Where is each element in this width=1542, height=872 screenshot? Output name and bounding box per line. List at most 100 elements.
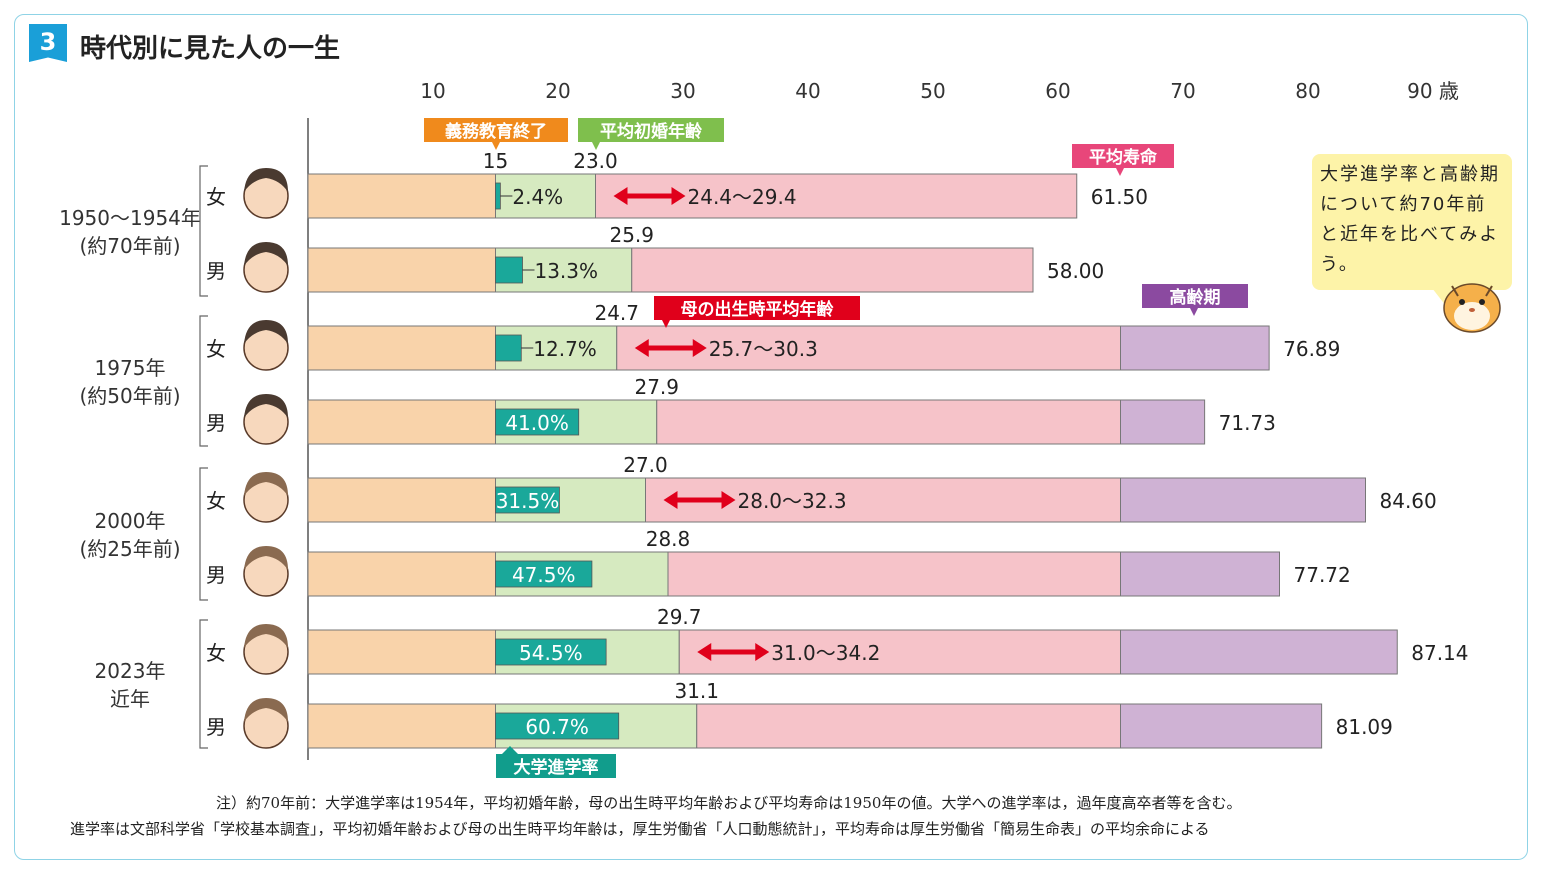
callout-marriage-label: 平均初婚年齢 bbox=[600, 121, 703, 142]
group-label: 2000年 bbox=[95, 509, 166, 533]
compulsory-age-label: 15 bbox=[483, 149, 508, 173]
callout-life-label: 平均寿命 bbox=[1089, 147, 1158, 168]
life-expectancy-label: 87.14 bbox=[1411, 641, 1468, 665]
footnote-2: 進学率は文部科学省「学校基本調査」，平均初婚年齢および母の出生時平均年齢は，厚生… bbox=[70, 820, 1210, 838]
bar-segment-adult bbox=[631, 247, 1034, 293]
group-label: 2023年 bbox=[95, 659, 166, 683]
hair-icon bbox=[244, 472, 288, 496]
mother-age-label: 28.0〜32.3 bbox=[738, 489, 847, 513]
footnote-1: 注）約70年前：大学進学率は1954年，平均初婚年齢，母の出生時平均年齢および平… bbox=[216, 794, 1242, 812]
group-bracket bbox=[199, 315, 208, 447]
hair-icon bbox=[244, 546, 288, 570]
life-expectancy-label: 77.72 bbox=[1294, 563, 1351, 587]
bar-segment-childhood bbox=[307, 173, 496, 219]
callout-compulsory-label: 義務教育終了 bbox=[445, 121, 547, 142]
mother-age-label: 25.7〜30.3 bbox=[709, 337, 818, 361]
life-expectancy-label: 84.60 bbox=[1380, 489, 1437, 513]
mother-age-arrowhead-left bbox=[697, 643, 712, 661]
mother-age-arrowhead-left bbox=[613, 187, 628, 205]
college-rate-bar bbox=[495, 486, 560, 514]
life-expectancy-label: 58.00 bbox=[1047, 259, 1104, 283]
life-expectancy-label: 71.73 bbox=[1219, 411, 1276, 435]
callout-senior-box bbox=[1142, 284, 1248, 308]
chart-title: 時代別に見た人の一生 bbox=[80, 34, 341, 64]
college-rate-bar bbox=[495, 712, 620, 740]
college-rate-label: 41.0% bbox=[505, 411, 569, 435]
mother-age-arrowhead-right bbox=[755, 643, 770, 661]
x-tick-label: 50 bbox=[920, 79, 945, 103]
marriage-age-label: 31.1 bbox=[674, 679, 719, 703]
callout-compulsory-pointer bbox=[492, 142, 500, 150]
mother-age-label: 24.4〜29.4 bbox=[688, 185, 797, 209]
callout-marriage-box bbox=[578, 118, 724, 142]
college-rate-bar bbox=[495, 638, 607, 666]
mother-age-arrowhead-left bbox=[663, 491, 678, 509]
marriage-age-label: 23.0 bbox=[573, 149, 618, 173]
mother-age-arrowhead-right bbox=[721, 491, 736, 509]
group-sublabel: (約70年前) bbox=[79, 234, 180, 258]
mother-age-arrowhead-left bbox=[634, 339, 649, 357]
college-rate-label: 54.5% bbox=[519, 641, 583, 665]
hair-icon bbox=[244, 698, 288, 722]
bar-segment-childhood bbox=[307, 551, 496, 597]
hair-icon bbox=[244, 624, 288, 648]
life-expectancy-label: 76.89 bbox=[1283, 337, 1340, 361]
marriage-age-label: 28.8 bbox=[646, 527, 691, 551]
marriage-age-label: 27.9 bbox=[634, 375, 679, 399]
hair-icon bbox=[244, 242, 288, 266]
sex-label: 男 bbox=[206, 411, 226, 435]
bar-segment-childhood bbox=[307, 477, 496, 523]
hair-icon bbox=[244, 320, 288, 344]
x-tick-label: 70 bbox=[1170, 79, 1195, 103]
callout-life-box bbox=[1072, 144, 1174, 168]
sex-label: 男 bbox=[206, 715, 226, 739]
callout-college-pointer bbox=[502, 746, 518, 754]
sex-label: 女 bbox=[206, 185, 226, 209]
college-rate-label: 31.5% bbox=[496, 489, 560, 513]
bar-segment-senior bbox=[1120, 477, 1366, 523]
bar-segment-childhood bbox=[307, 629, 496, 675]
callout-senior-pointer bbox=[1190, 308, 1198, 316]
bar-segment-adult bbox=[696, 703, 1121, 749]
x-tick-label: 90 歳 bbox=[1407, 79, 1459, 103]
marriage-age-label: 25.9 bbox=[609, 223, 654, 247]
callout-mother-pointer bbox=[662, 320, 670, 328]
sex-label: 女 bbox=[206, 641, 226, 665]
group-sublabel: (約50年前) bbox=[79, 384, 180, 408]
group-bracket bbox=[199, 619, 208, 749]
college-rate-bar bbox=[495, 256, 523, 284]
sex-label: 男 bbox=[206, 563, 226, 587]
x-tick-label: 10 bbox=[420, 79, 445, 103]
college-rate-bar bbox=[495, 334, 522, 362]
bar-segment-childhood bbox=[307, 399, 496, 445]
group-bracket bbox=[199, 467, 208, 601]
bar-segment-senior bbox=[1120, 399, 1206, 445]
college-rate-label: 13.3% bbox=[534, 259, 598, 283]
callout-mother-box bbox=[654, 296, 860, 320]
college-rate-label: 47.5% bbox=[512, 563, 576, 587]
group-label: 1975年 bbox=[95, 356, 166, 380]
bar-segment-adult bbox=[656, 399, 1121, 445]
x-tick-label: 80 bbox=[1295, 79, 1320, 103]
group-sublabel: 近年 bbox=[110, 687, 150, 711]
x-tick-label: 60 bbox=[1045, 79, 1070, 103]
marriage-age-label: 24.7 bbox=[594, 301, 639, 325]
section-badge: 3 bbox=[29, 24, 67, 62]
sex-label: 女 bbox=[206, 337, 226, 361]
mother-age-label: 31.0〜34.2 bbox=[771, 641, 880, 665]
college-rate-bar bbox=[495, 560, 593, 588]
life-expectancy-label: 81.09 bbox=[1336, 715, 1393, 739]
college-rate-bar bbox=[495, 408, 580, 436]
mother-age-arrowhead-right bbox=[692, 339, 707, 357]
x-tick-label: 30 bbox=[670, 79, 695, 103]
bar-segment-senior bbox=[1120, 703, 1323, 749]
college-rate-bar bbox=[495, 182, 501, 210]
sex-label: 女 bbox=[206, 489, 226, 513]
callout-marriage-pointer bbox=[592, 142, 600, 150]
bar-segment-childhood bbox=[307, 247, 496, 293]
bar-segment-childhood bbox=[307, 703, 496, 749]
x-tick-label: 40 bbox=[795, 79, 820, 103]
bar-segment-senior bbox=[1120, 325, 1270, 371]
speech-bubble: 大学進学率と高齢期について約70年前と近年を比べてみよう。 bbox=[1312, 154, 1512, 306]
